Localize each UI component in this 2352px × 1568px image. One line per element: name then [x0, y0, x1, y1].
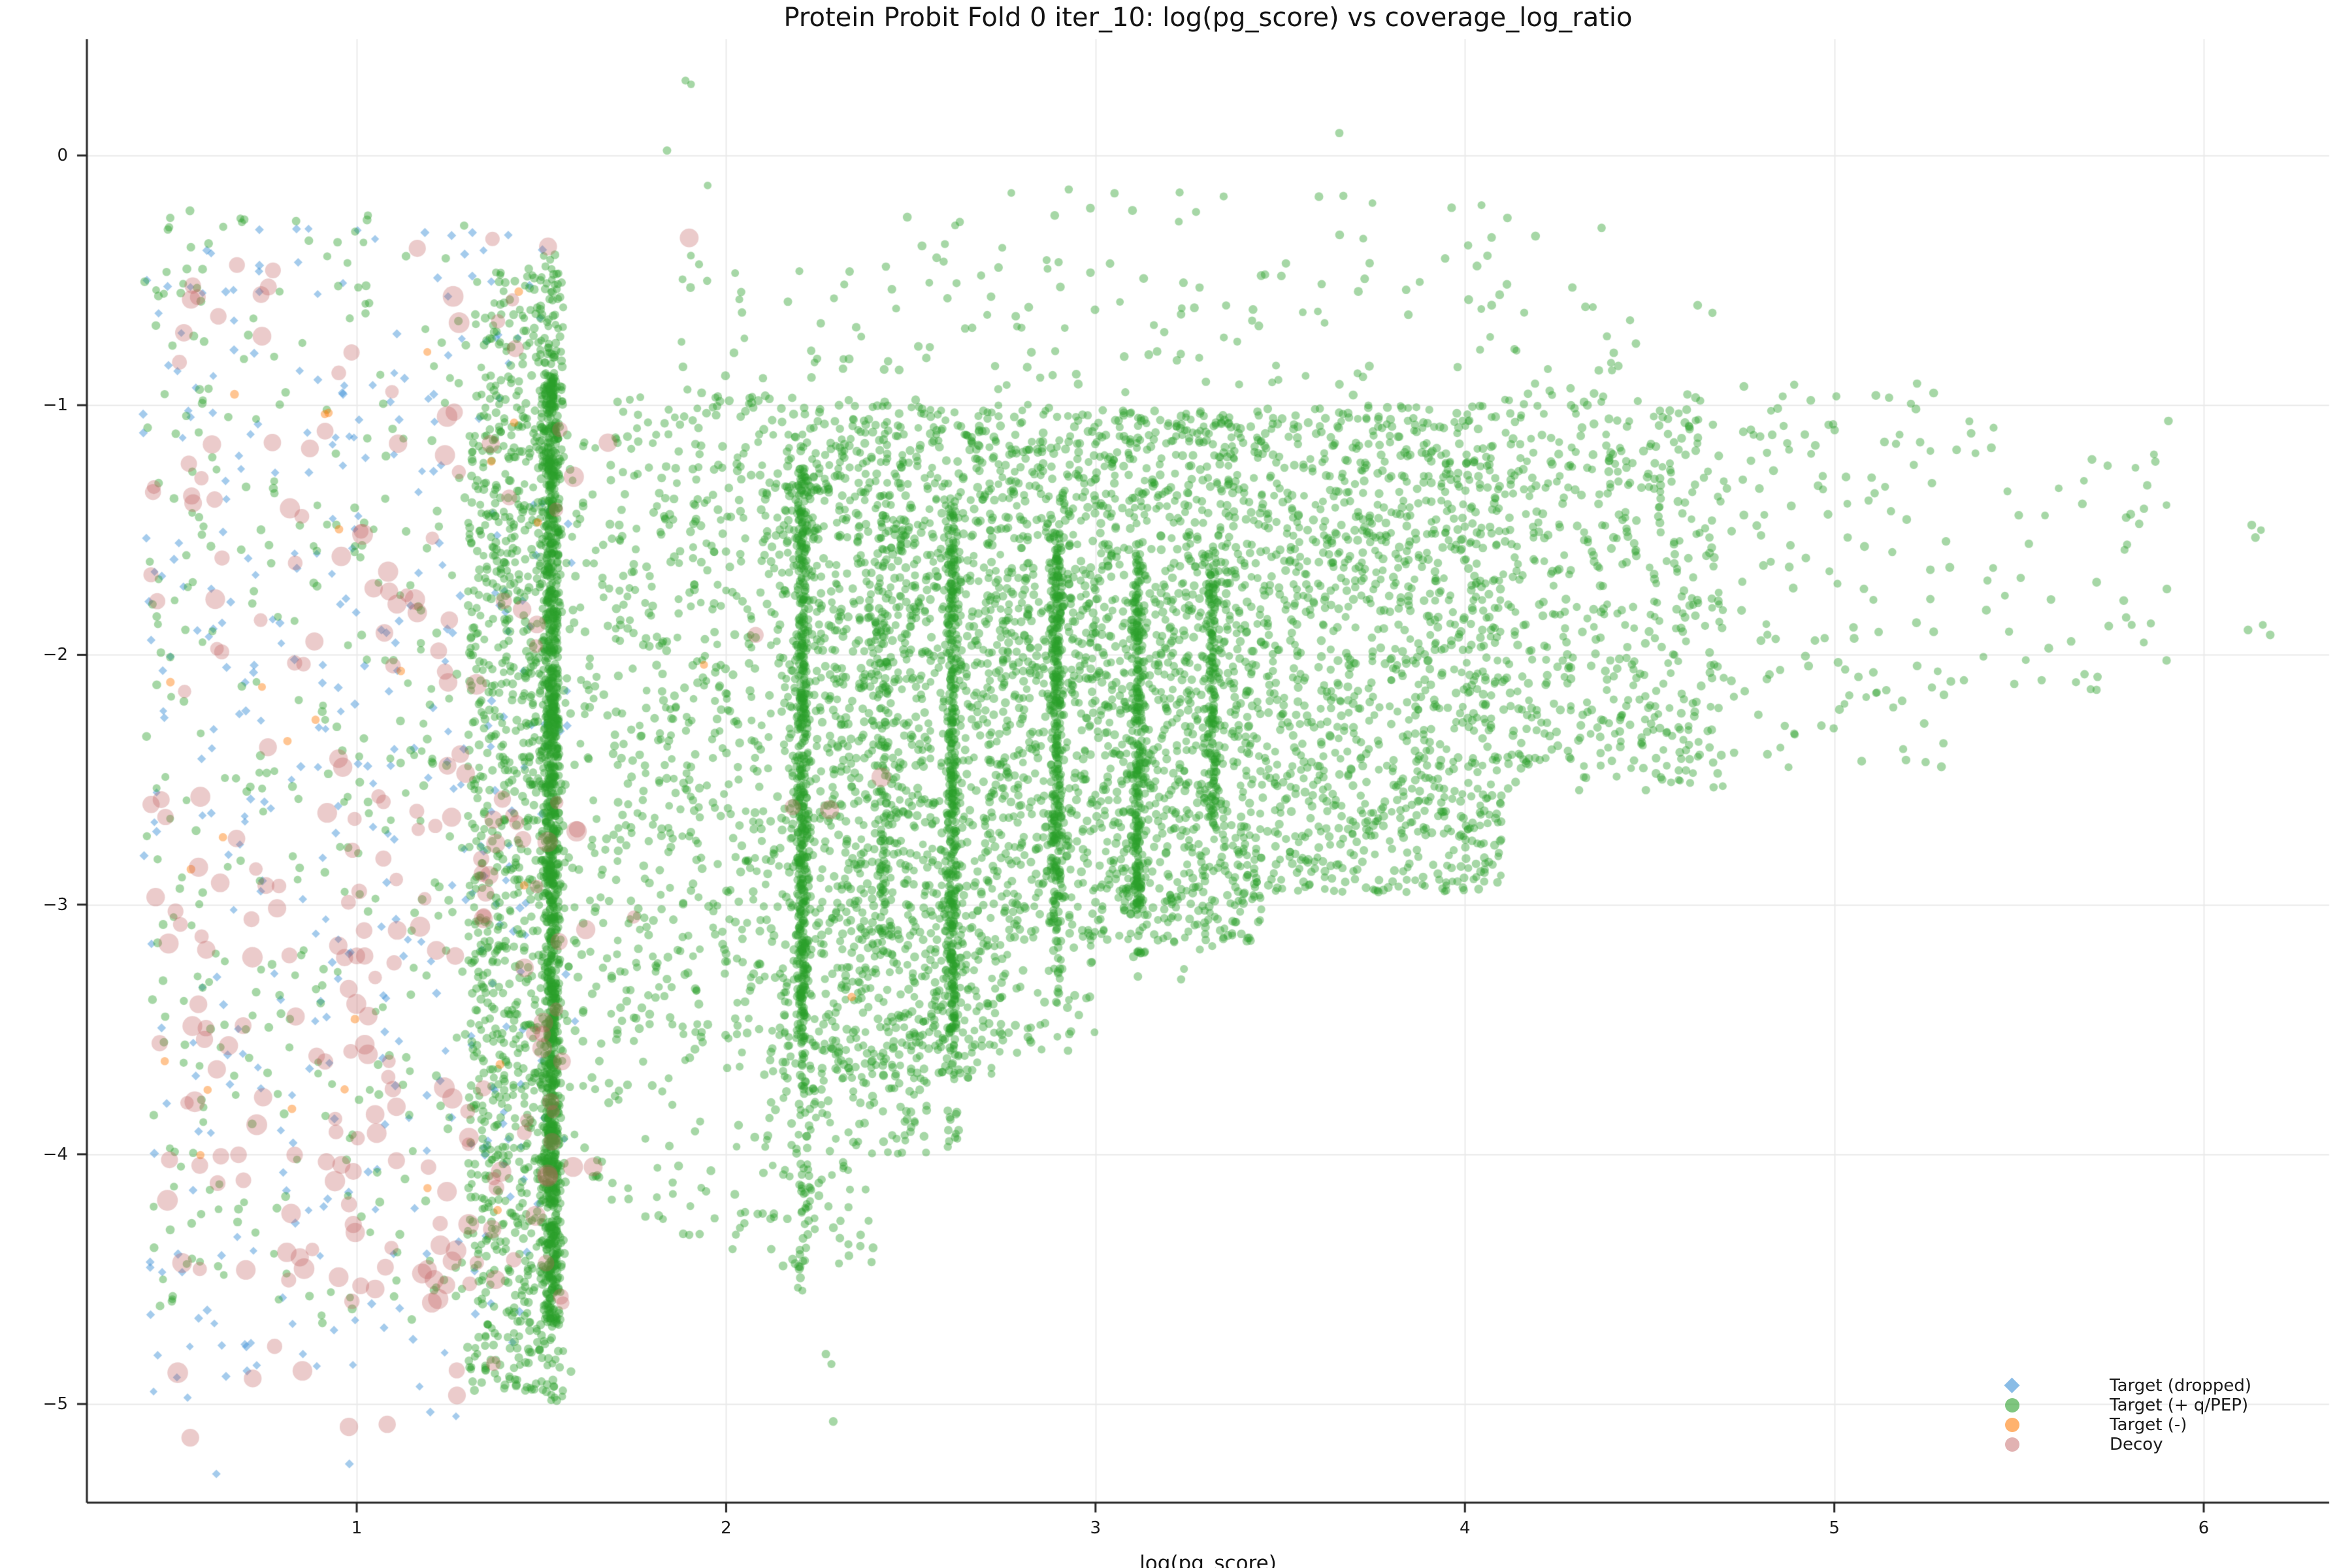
- y-tick-label: −1: [42, 395, 68, 416]
- y-tick-label: −2: [42, 645, 68, 665]
- legend-item-label: Decoy: [2110, 1435, 2163, 1454]
- chart-title: Protein Probit Fold 0 iter_10: log(pg_sc…: [783, 3, 1633, 33]
- x-tick-label: 1: [351, 1518, 363, 1538]
- legend-item: Target (-): [1999, 1415, 2326, 1435]
- x-tick-label: 4: [1459, 1518, 1471, 1538]
- circle-marker-icon: [2005, 1398, 2019, 1413]
- legend-item: Decoy: [1999, 1435, 2326, 1454]
- legend-item-label: Target (-): [2110, 1415, 2187, 1435]
- x-tick-label: 6: [2198, 1518, 2210, 1538]
- diamond-marker-icon: [2004, 1377, 2020, 1394]
- x-tick-label: 3: [1090, 1518, 1102, 1538]
- y-tick-label: −5: [42, 1394, 68, 1414]
- x-tick-label: 5: [1829, 1518, 1840, 1538]
- legend-item: Target (dropped): [1999, 1376, 2326, 1396]
- x-axis-label: log(pg_score): [1139, 1552, 1277, 1568]
- legend-item-label: Target (+ q/PEP): [2110, 1396, 2249, 1415]
- y-tick-label: −3: [42, 894, 68, 915]
- y-tick-label: −4: [42, 1144, 68, 1164]
- circle-marker-icon: [2005, 1418, 2019, 1432]
- legend-item: Target (+ q/PEP): [1999, 1396, 2326, 1415]
- legend-item-label: Target (dropped): [2110, 1376, 2252, 1396]
- circle-marker-icon: [2005, 1437, 2019, 1452]
- legend: Target (dropped) Target (+ q/PEP) Target…: [1999, 1376, 2326, 1454]
- y-tick-label: 0: [57, 145, 68, 165]
- x-tick-label: 2: [721, 1518, 732, 1538]
